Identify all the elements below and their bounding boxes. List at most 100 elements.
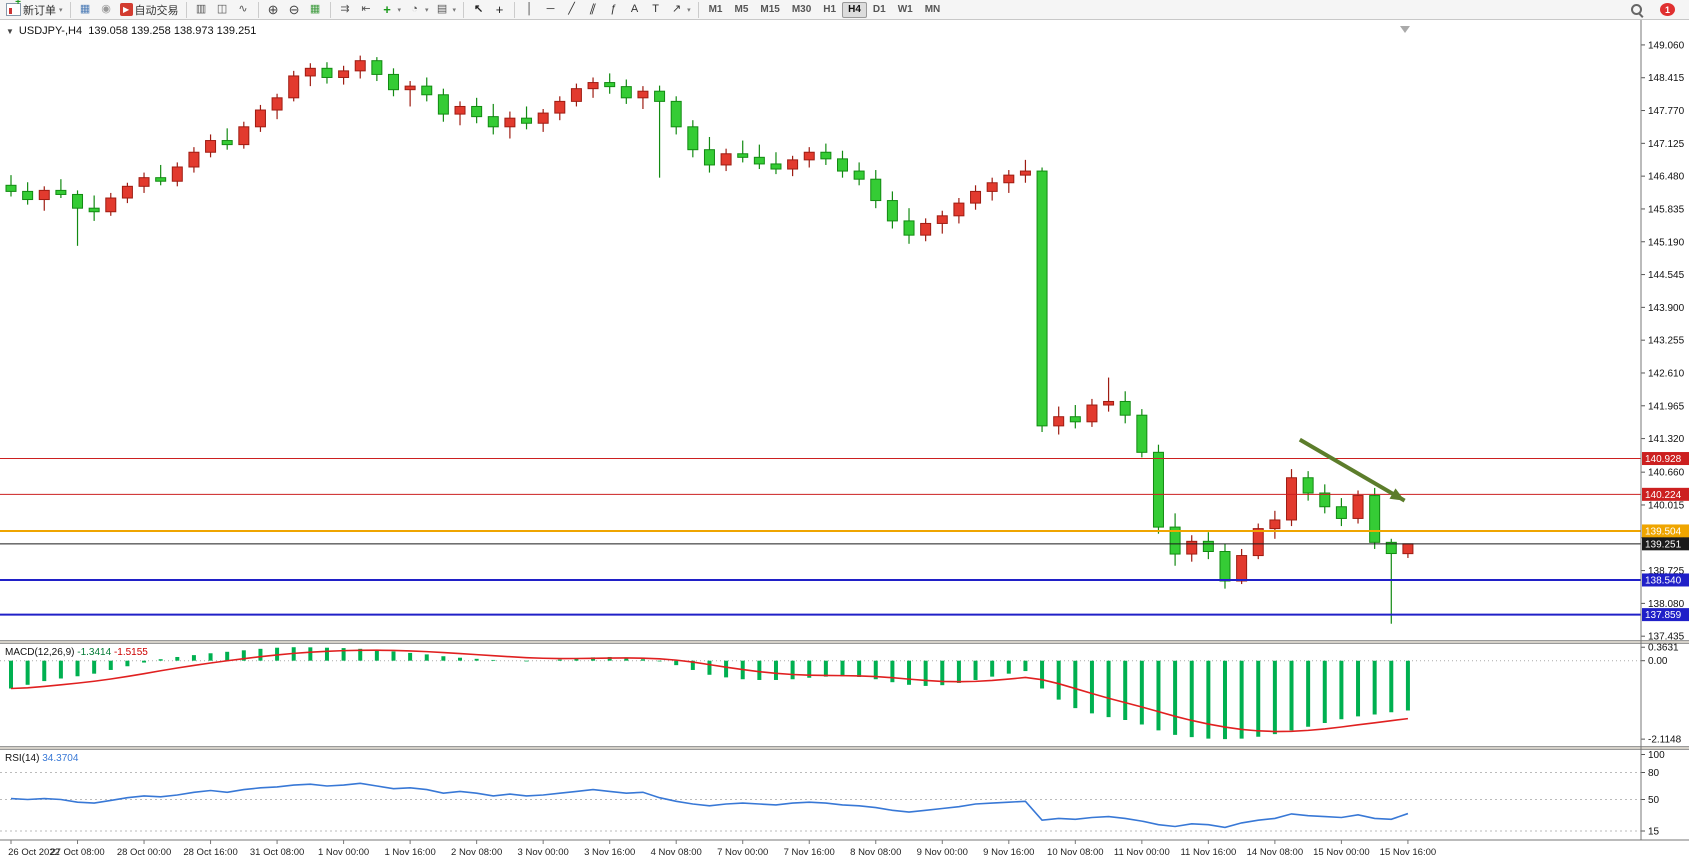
svg-text:50: 50 (1648, 795, 1660, 806)
svg-text:28 Oct 16:00: 28 Oct 16:00 (183, 847, 237, 858)
auto-scroll-button[interactable]: ⇉ (335, 1, 356, 19)
chart-shift-button[interactable]: ⇤ (356, 1, 377, 19)
toolbar-separator (185, 1, 187, 18)
auto-scroll-icon: ⇉ (340, 3, 350, 15)
macd-label: MACD(12,26,9) -1.3414 -1.5155 (5, 647, 148, 658)
svg-text:145.190: 145.190 (1648, 237, 1685, 248)
cursor-button[interactable]: ↖ (468, 1, 489, 19)
indicators-icon: + (383, 2, 391, 17)
text-button[interactable]: A (624, 1, 645, 19)
trendline-button[interactable]: ╱ (561, 1, 582, 19)
svg-text:149.060: 149.060 (1648, 40, 1685, 51)
crosshair-icon: + (495, 2, 504, 17)
candle-chart-button[interactable]: ◫ (212, 1, 233, 19)
chart-windows-button[interactable]: ▦ (75, 1, 96, 19)
svg-text:148.415: 148.415 (1648, 73, 1685, 84)
tf-W1-label: W1 (897, 4, 913, 15)
tf-MN-button[interactable]: MN (919, 2, 947, 18)
rsi-indicator: 100 80 50 15 (0, 750, 1665, 838)
toolbar-separator (329, 1, 331, 18)
templates-button[interactable]: ▤ ▾ (432, 1, 460, 19)
crosshair-button[interactable]: + (489, 1, 510, 19)
signals-button[interactable]: ◉ (96, 1, 117, 19)
zoom-out-button[interactable]: ⊖ (284, 1, 305, 19)
tf-M5-label: M5 (734, 4, 749, 15)
svg-text:11 Nov 00:00: 11 Nov 00:00 (1114, 847, 1170, 858)
toolbar-right-group: 1 (1627, 1, 1686, 19)
svg-text:7 Nov 16:00: 7 Nov 16:00 (784, 847, 835, 858)
chart-area: 149.060 148.415 147.770 147.125 146.480 145.8… (0, 20, 1689, 862)
symbol-search-button[interactable] (1627, 1, 1647, 19)
macd-indicator: 0.3631 0.00 -2.1148 (0, 643, 1682, 746)
svg-text:141.320: 141.320 (1648, 434, 1685, 445)
horizontal-line-button[interactable]: ─ (540, 1, 561, 19)
horizontal-level-lines[interactable] (0, 458, 1641, 616)
channel-button[interactable]: ∥ (582, 1, 603, 19)
svg-text:138.540: 138.540 (1645, 575, 1682, 586)
auto-trading-button[interactable]: ▶ 自动交易 (117, 1, 182, 19)
price-axis: 149.060 148.415 147.770 147.125 146.480 145.8… (1641, 40, 1685, 643)
one-click-collapse-icon[interactable]: ▼ (6, 26, 14, 36)
templates-icon: ▤ (436, 3, 448, 15)
svg-text:146.480: 146.480 (1648, 172, 1685, 183)
tf-H1-label: H1 (823, 4, 837, 15)
periods-button[interactable]: ◔ ▾ (404, 1, 432, 19)
panel-splitter[interactable] (0, 640, 1689, 644)
svg-text:143.900: 143.900 (1648, 303, 1685, 314)
text-label-button[interactable]: T (645, 1, 666, 19)
toolbar-separator (463, 1, 465, 18)
tile-windows-button[interactable]: ▦ (305, 1, 326, 19)
chart-canvas[interactable]: 149.060 148.415 147.770 147.125 146.480 145.8… (0, 20, 1689, 862)
periods-icon: ◔ (411, 3, 418, 15)
zoom-in-button[interactable]: ⊕ (263, 1, 284, 19)
new-order-button[interactable]: 新订单▾ (3, 0, 66, 19)
tf-M30-label: M30 (791, 4, 812, 15)
rsi-name: RSI(14) (5, 753, 40, 764)
svg-text:15 Nov 16:00: 15 Nov 16:00 (1380, 847, 1437, 858)
svg-text:140.928: 140.928 (1645, 454, 1682, 465)
line-chart-button[interactable]: ∿ (233, 1, 254, 19)
chart-title-bar: ▼ USDJPY-,H4 139.058 139.258 138.973 139… (6, 25, 256, 37)
tf-M5-button[interactable]: M5 (728, 2, 754, 18)
macd-name: MACD(12,26,9) (5, 647, 75, 658)
tf-H4-button[interactable]: H4 (842, 1, 867, 18)
symbol-search-icon (1630, 3, 1644, 17)
panel-splitter[interactable] (0, 746, 1689, 750)
svg-text:145.835: 145.835 (1648, 204, 1685, 215)
bar-chart-button[interactable]: ▥ (191, 1, 212, 19)
fibonacci-button[interactable]: ƒ (603, 1, 624, 19)
tf-M15-button[interactable]: M15 (754, 2, 785, 18)
tf-H4-label: H4 (848, 4, 861, 15)
indicators-button[interactable]: + ▾ (377, 1, 405, 19)
svg-text:100: 100 (1648, 750, 1665, 761)
svg-text:1 Nov 00:00: 1 Nov 00:00 (318, 847, 369, 858)
svg-text:138.725: 138.725 (1648, 566, 1685, 577)
svg-text:4 Nov 08:00: 4 Nov 08:00 (651, 847, 702, 858)
vertical-line-button[interactable]: │ (519, 1, 540, 19)
svg-text:15: 15 (1648, 827, 1660, 838)
svg-text:138.080: 138.080 (1648, 599, 1685, 610)
svg-text:80: 80 (1648, 768, 1660, 779)
svg-text:11 Nov 16:00: 11 Nov 16:00 (1180, 847, 1236, 858)
svg-text:140.660: 140.660 (1648, 468, 1685, 479)
tf-D1-button[interactable]: D1 (867, 2, 892, 18)
rsi-label: RSI(14) 34.3704 (5, 753, 78, 764)
svg-text:139.251: 139.251 (1645, 539, 1682, 550)
notifications-button[interactable]: 1 (1657, 1, 1678, 19)
new-order-label: 新订单 (23, 4, 56, 17)
trend-arrow-annotation[interactable] (1298, 437, 1406, 503)
toolbar-separator (514, 1, 516, 18)
dropdown-caret-icon: ▾ (397, 6, 402, 14)
svg-text:140.224: 140.224 (1645, 490, 1682, 501)
tf-H1-button[interactable]: H1 (817, 2, 842, 18)
cursor-icon: ↖ (473, 3, 484, 15)
tf-W1-button[interactable]: W1 (892, 2, 919, 18)
tf-M1-button[interactable]: M1 (703, 2, 729, 18)
auto-trading-icon: ▶ (119, 3, 133, 16)
tf-M30-button[interactable]: M30 (786, 2, 817, 18)
svg-text:0.00: 0.00 (1648, 656, 1668, 667)
arrow-tools-button[interactable]: ↗ ▾ (666, 1, 694, 19)
svg-text:147.770: 147.770 (1648, 106, 1685, 117)
